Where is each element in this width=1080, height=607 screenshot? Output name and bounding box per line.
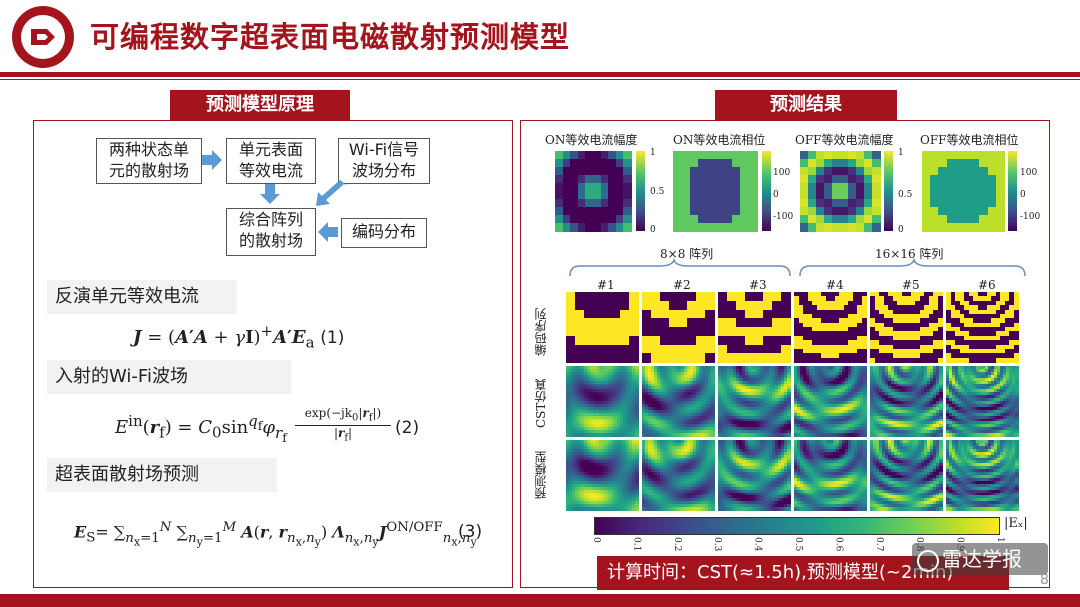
cbar-tick: 0 [898, 225, 904, 235]
arrow-left-icon [318, 222, 338, 242]
section-heading-current: 反演单元等效电流 [47, 280, 237, 314]
title-on-phase: ON等效电流相位 [673, 131, 765, 148]
heatmap-cell [711, 433, 715, 437]
arrow-down-icon [260, 184, 280, 204]
heatmap-cell [705, 353, 715, 362]
coding-pattern-tile [946, 292, 1018, 362]
title-off-phase: OFF等效电流相位 [920, 131, 1019, 148]
cbar-tick: -100 [1020, 212, 1040, 222]
prediction-field-tile [566, 440, 638, 510]
title-off-amp: OFF等效电流幅度 [795, 131, 894, 148]
coding-pattern-tile [870, 292, 942, 362]
heatmap-cell [749, 223, 758, 232]
col-label: #6 [978, 278, 996, 292]
heatmap-off-amplitude [800, 151, 880, 231]
colorbar-on-amp [636, 151, 645, 231]
cst-field-tile [718, 366, 790, 436]
result-grid [566, 292, 1026, 514]
equation-2: Ein(rf) = C0sinqfφrf [115, 412, 287, 445]
results-tab: 预测结果 [715, 90, 897, 120]
heatmap-off-phase [922, 151, 1004, 231]
coding-pattern-tile [794, 292, 866, 362]
col-label: #4 [826, 278, 844, 292]
cst-field-tile [870, 366, 942, 436]
cst-field-tile [566, 366, 638, 436]
equation-2-number: (2) [395, 418, 419, 438]
cbar-tick: 0 [1020, 190, 1026, 200]
equation-3: ES= ∑nx=1N ∑ny=1M A(r, rnx,ny) Λnx,nyJON… [74, 520, 477, 548]
arrow-diagonal-icon [316, 180, 348, 206]
group-braces [560, 258, 1030, 278]
equation-3-number: (3) [458, 522, 482, 542]
cbar-tick: 0.5 [650, 187, 664, 197]
col-label: #5 [902, 278, 920, 292]
heatmap-cell [996, 223, 1005, 232]
equation-1: J = (A′A + γI)+A′Ea (1) [133, 322, 344, 352]
heatmap-cell [787, 433, 791, 437]
heatmap-cell [635, 433, 639, 437]
heatmap-cell [872, 223, 881, 232]
coding-pattern-tile [566, 292, 638, 362]
row-label-cst: CST仿真 [532, 370, 549, 436]
cbar-tick: 100 [773, 168, 790, 178]
equation-2-fraction: exp(−jk0|rf|) |rf| [295, 406, 391, 444]
heatmap-cell [781, 353, 791, 362]
cbar-tick: 1 [650, 148, 656, 158]
row-label-prediction: 预测模型 [532, 442, 549, 508]
heatmap-on-amplitude [555, 151, 631, 231]
coding-pattern-tile [642, 292, 714, 362]
colorbar-on-phase [762, 151, 771, 231]
cst-field-tile [946, 366, 1018, 436]
cst-field-tile [794, 366, 866, 436]
arrow-right-icon [202, 150, 222, 170]
cbar-tick: 1 [898, 148, 904, 158]
cst-field-tile [642, 366, 714, 436]
col-label: #1 [597, 278, 615, 292]
row-label-coding: 编码序列 [532, 298, 549, 366]
heatmap-cell [1014, 358, 1019, 363]
section-heading-wifi: 入射的Wi-Fi波场 [47, 360, 291, 394]
colorbar-off-phase [1008, 151, 1017, 231]
coding-pattern-tile [718, 292, 790, 362]
colorbar-off-amp [884, 151, 893, 231]
cbar-tick: -100 [773, 212, 793, 222]
heatmap-cell [623, 223, 631, 232]
title-on-amp: ON等效电流幅度 [545, 131, 637, 148]
heatmap-cell [863, 433, 867, 437]
section-heading-scatter: 超表面散射场预测 [47, 458, 277, 492]
cbar-tick: 100 [1020, 168, 1037, 178]
heatmap-cell [862, 358, 867, 363]
heatmap-on-phase [673, 151, 757, 231]
cbar-tick: 0 [773, 190, 779, 200]
cbar-tick: 0 [650, 225, 656, 235]
flow-arrows [0, 0, 520, 270]
col-label: #3 [749, 278, 767, 292]
heatmap-cell [1015, 433, 1019, 437]
cbar-tick: 0.5 [898, 190, 912, 200]
col-label: #2 [673, 278, 691, 292]
heatmap-cell [939, 433, 943, 437]
heatmap-cell [629, 353, 639, 362]
heatmap-cell [938, 358, 943, 363]
